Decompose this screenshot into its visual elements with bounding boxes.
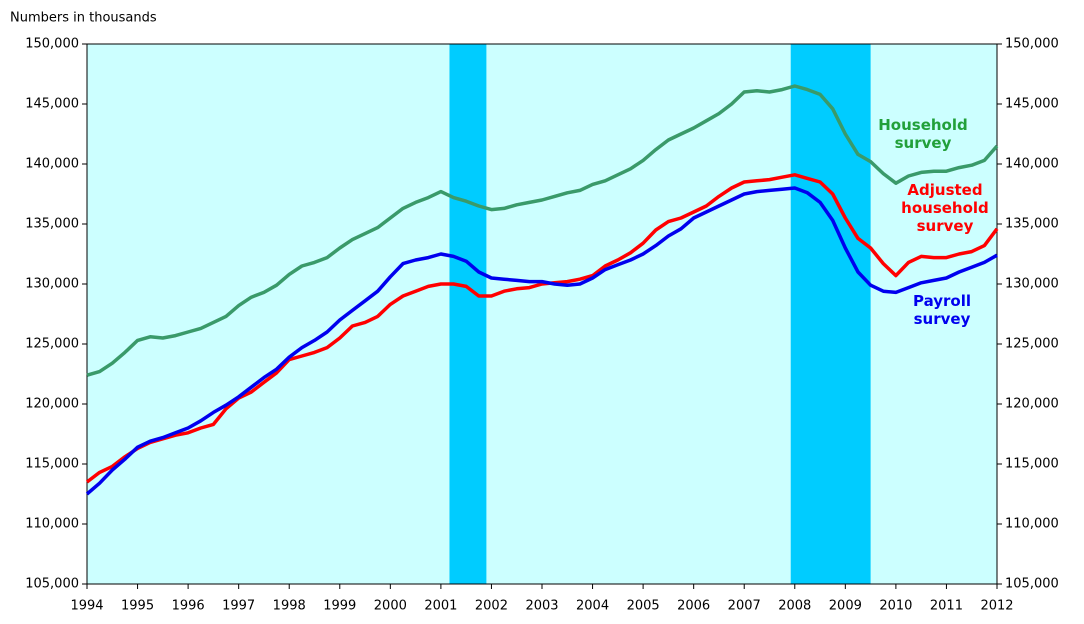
recession-band: [449, 44, 487, 584]
x-tick-label: 1995: [121, 599, 154, 614]
x-tick-label: 2008: [778, 599, 811, 614]
x-tick-label: 1998: [273, 599, 306, 614]
series-label: Household survey: [878, 116, 968, 152]
x-tick-label: 2004: [576, 599, 609, 614]
y-tick-label: 115,000: [25, 457, 79, 472]
recession-band: [790, 44, 871, 584]
y-tick-label: 145,000: [25, 97, 79, 112]
x-tick-label: 2003: [525, 599, 558, 614]
y2-tick-label: 125,000: [1005, 337, 1059, 352]
series-line: [85, 186, 998, 496]
y2-tick-label: 115,000: [1005, 457, 1059, 472]
x-tick-label: 2001: [424, 599, 457, 614]
series-label: Adjusted household survey: [901, 181, 989, 235]
y2-tick-label: 110,000: [1005, 517, 1059, 532]
x-tick-label: 2007: [728, 599, 761, 614]
x-tick-label: 2009: [829, 599, 862, 614]
y-tick-label: 140,000: [25, 157, 79, 172]
series-line: [86, 84, 999, 377]
x-tick-label: 2011: [930, 599, 963, 614]
x-tick-label: 1996: [172, 599, 205, 614]
y2-tick-label: 150,000: [1005, 37, 1059, 52]
x-tick-label: 2005: [627, 599, 660, 614]
x-tick-label: 1997: [222, 599, 255, 614]
y-tick-label: 120,000: [25, 397, 79, 412]
x-tick-label: 2000: [374, 599, 407, 614]
chart-note: Numbers in thousands: [10, 11, 157, 26]
y2-tick-label: 135,000: [1005, 217, 1059, 232]
y-tick-label: 105,000: [25, 577, 79, 592]
y-tick-label: 125,000: [25, 337, 79, 352]
series-label: Payroll survey: [912, 292, 971, 328]
y2-tick-label: 140,000: [1005, 157, 1059, 172]
y-tick-label: 110,000: [25, 517, 79, 532]
x-tick-label: 2006: [677, 599, 710, 614]
y2-tick-label: 145,000: [1005, 97, 1059, 112]
y2-tick-label: 130,000: [1005, 277, 1059, 292]
x-tick-label: 1994: [70, 599, 103, 614]
y-tick-label: 150,000: [25, 37, 79, 52]
y2-tick-label: 105,000: [1005, 577, 1059, 592]
y-tick-label: 130,000: [25, 277, 79, 292]
y-tick-label: 135,000: [25, 217, 79, 232]
y2-tick-label: 120,000: [1005, 397, 1059, 412]
x-tick-label: 2012: [980, 599, 1013, 614]
x-tick-label: 2002: [475, 599, 508, 614]
x-tick-label: 2010: [879, 599, 912, 614]
x-tick-label: 1999: [323, 599, 356, 614]
